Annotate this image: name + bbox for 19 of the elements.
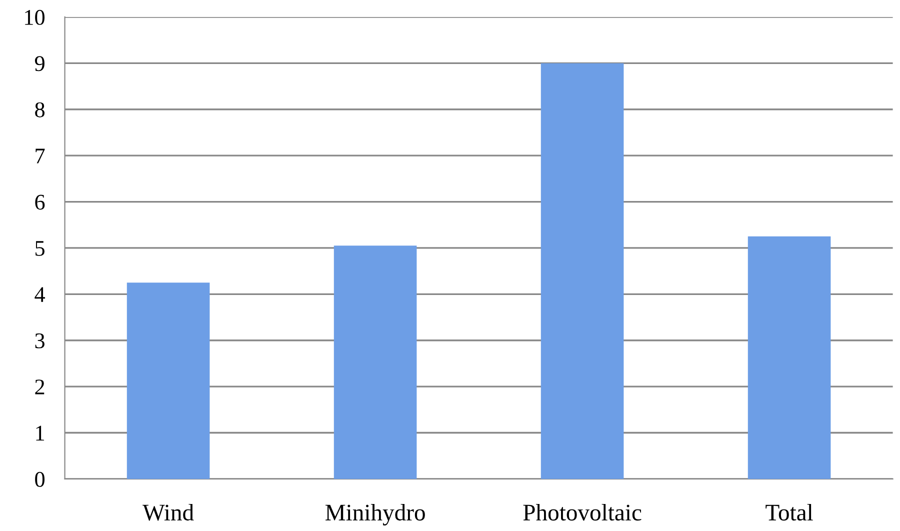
x-tick-label: Total xyxy=(766,504,813,521)
y-tick-label: 3 xyxy=(35,333,44,348)
x-tick-label: Wind xyxy=(142,504,194,521)
y-tick-label: 5 xyxy=(36,241,44,256)
y-tick-label: 0 xyxy=(35,472,45,487)
bar xyxy=(334,246,417,479)
x-tick-label: Minihydro xyxy=(325,504,425,526)
y-tick-label: 1 xyxy=(36,426,44,440)
bar xyxy=(126,282,210,479)
y-tick-label: 7 xyxy=(36,148,45,164)
bar xyxy=(748,236,831,479)
y-tick-label: 4 xyxy=(34,287,46,302)
y-tick-label: 10 xyxy=(25,10,45,25)
y-tick-label: 6 xyxy=(35,194,45,210)
x-tick-label: Photovoltaic xyxy=(523,504,642,521)
y-tick-label: 2 xyxy=(35,380,44,394)
bar xyxy=(540,63,624,479)
y-tick-label: 9 xyxy=(34,56,44,72)
y-tick-label: 8 xyxy=(35,102,45,118)
